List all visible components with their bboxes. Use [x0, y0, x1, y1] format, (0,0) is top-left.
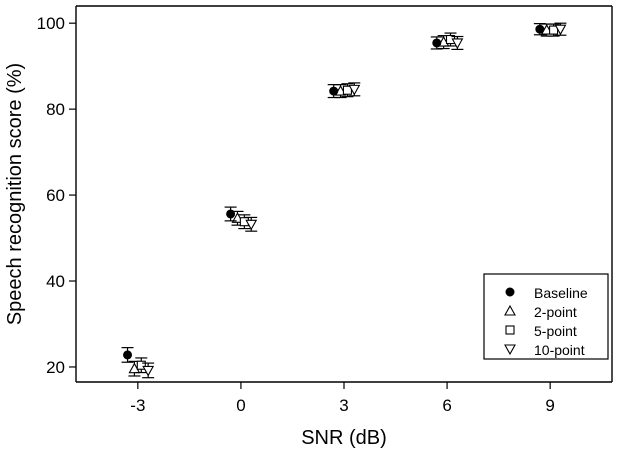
y-tick-label: 60 — [46, 186, 65, 205]
series-10-point — [142, 22, 567, 379]
legend-marker — [504, 344, 516, 356]
legend-marker — [505, 325, 515, 335]
data-point — [451, 38, 464, 50]
y-tick-label: 20 — [46, 358, 65, 377]
legend-marker — [504, 304, 516, 316]
legend-label: 2-point — [534, 304, 577, 320]
data-point — [329, 86, 339, 96]
data-point — [136, 360, 146, 370]
x-tick-label: 3 — [339, 396, 348, 415]
legend-marker — [505, 287, 515, 297]
data-point — [142, 365, 155, 377]
x-axis-ticks: -3 0 3 6 9 — [130, 382, 555, 415]
legend-label: 5-point — [534, 323, 577, 339]
y-tick-label: 40 — [46, 272, 65, 291]
data-point — [226, 209, 236, 219]
x-axis-title: SNR (dB) — [301, 427, 387, 449]
legend: Baseline 2-point 5-point 10-point — [483, 273, 609, 360]
data-point — [432, 38, 442, 48]
y-tick-label: 80 — [46, 100, 65, 119]
series-baseline — [121, 23, 546, 363]
series-5-point — [135, 23, 560, 374]
y-axis-ticks: 20 40 60 80 100 — [37, 14, 76, 377]
y-tick-label: 100 — [37, 14, 65, 33]
legend-label: Baseline — [534, 285, 588, 301]
x-tick-label: 9 — [545, 396, 554, 415]
data-series — [121, 22, 567, 379]
plot-area — [75, 5, 613, 383]
data-point — [554, 24, 567, 36]
x-tick-label: 0 — [236, 396, 245, 415]
legend-label: 10-point — [534, 342, 585, 358]
data-point — [245, 219, 258, 231]
data-point — [535, 24, 545, 34]
data-point — [123, 350, 133, 360]
y-axis-title: Speech recognition score (%) — [4, 63, 26, 325]
x-tick-label: 6 — [442, 396, 451, 415]
data-point — [348, 84, 361, 96]
x-tick-label: -3 — [130, 396, 145, 415]
